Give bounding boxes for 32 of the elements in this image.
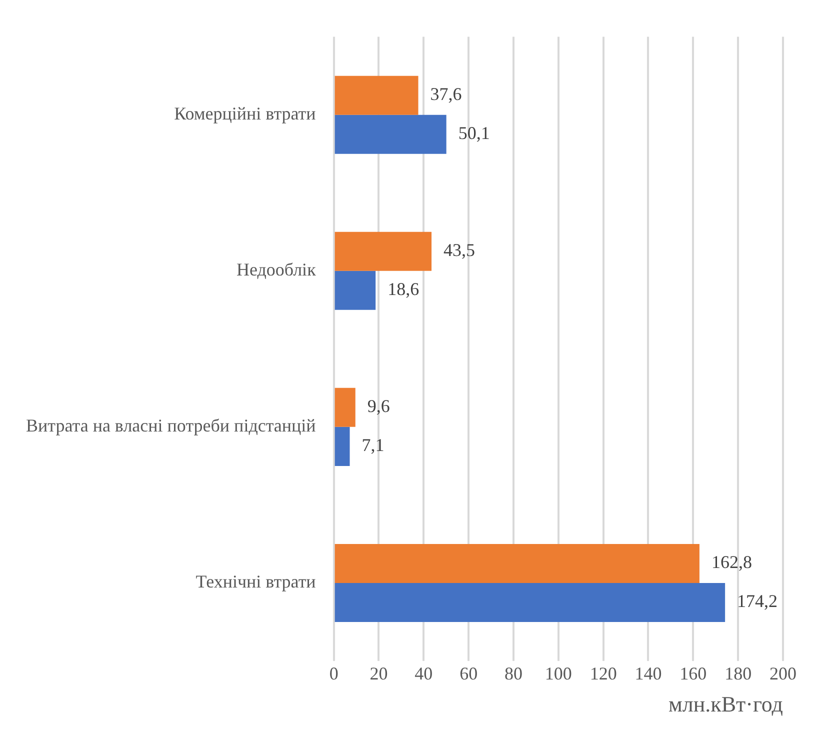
bar — [334, 232, 432, 271]
bar — [334, 270, 376, 310]
x-tick-label: 20 — [370, 664, 388, 684]
bar — [334, 544, 700, 583]
x-tick-label: 160 — [680, 664, 707, 684]
bar — [334, 388, 356, 427]
x-tick-label: 100 — [544, 664, 572, 684]
y-tick-label: Технічні втрати — [196, 572, 316, 592]
y-tick-label: Комерційні втрати — [174, 104, 316, 124]
data-label: 37,6 — [430, 84, 462, 104]
x-tick-label: 40 — [414, 664, 433, 684]
x-tick-label: 80 — [504, 664, 522, 684]
x-tick-label: 120 — [590, 664, 617, 684]
x-tick-label: 60 — [460, 664, 478, 684]
x-tick-label: 180 — [724, 664, 752, 684]
data-label: 162,8 — [711, 552, 752, 572]
y-tick-label: Витрата на власні потреби підстанцій — [26, 416, 316, 436]
x-tick-label: 140 — [634, 664, 662, 684]
data-label: 174,2 — [737, 591, 778, 612]
x-tick-label: 200 — [770, 664, 796, 684]
bar — [334, 76, 418, 115]
y-tick-label: Недооблік — [236, 260, 316, 280]
data-label: 43,5 — [444, 240, 476, 260]
bar — [334, 582, 726, 622]
bar — [334, 114, 446, 154]
x-tick-label: 0 — [329, 664, 338, 684]
data-label: 50,1 — [458, 123, 490, 144]
data-label: 7,1 — [362, 435, 384, 456]
data-label: 18,6 — [388, 279, 420, 300]
data-label: 9,6 — [367, 396, 390, 416]
x-axis-title: млн.кВт·год — [668, 692, 783, 717]
bar — [334, 426, 350, 466]
